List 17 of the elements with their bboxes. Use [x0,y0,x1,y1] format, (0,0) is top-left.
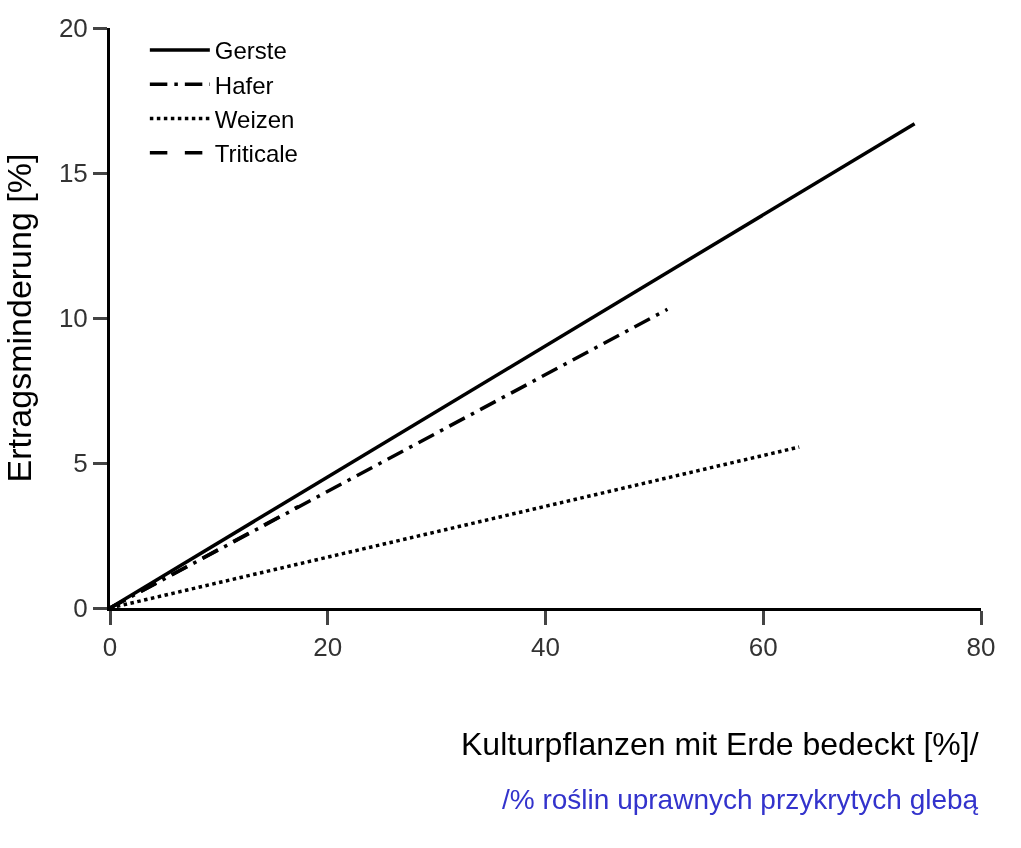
y-tick-label: 5 [73,448,88,479]
x-tick-label: 60 [748,632,778,663]
x-tick-label: 20 [313,632,343,663]
y-tick-label: 15 [58,158,88,189]
legend-label: Gerste [214,37,287,65]
y-tick-label: 20 [58,13,88,44]
x-tick-label: 0 [102,632,118,663]
legend-label: Triticale [214,140,298,168]
text: /% roślin uprawnych przykrytych glebą [502,784,979,815]
x-tick-label: 40 [531,632,560,663]
y-axis-title: Ertragsminderung [%] [0,153,38,483]
x-axis-title: Kulturpflanzen mit Erde bedeckt [%]/ [461,726,979,762]
legend-label: Hafer [214,71,274,99]
y-tick-label: 0 [73,593,88,624]
legend-label: Weizen [214,105,295,133]
x-tick-label: 80 [966,632,996,663]
y-tick-label: 10 [58,303,88,334]
